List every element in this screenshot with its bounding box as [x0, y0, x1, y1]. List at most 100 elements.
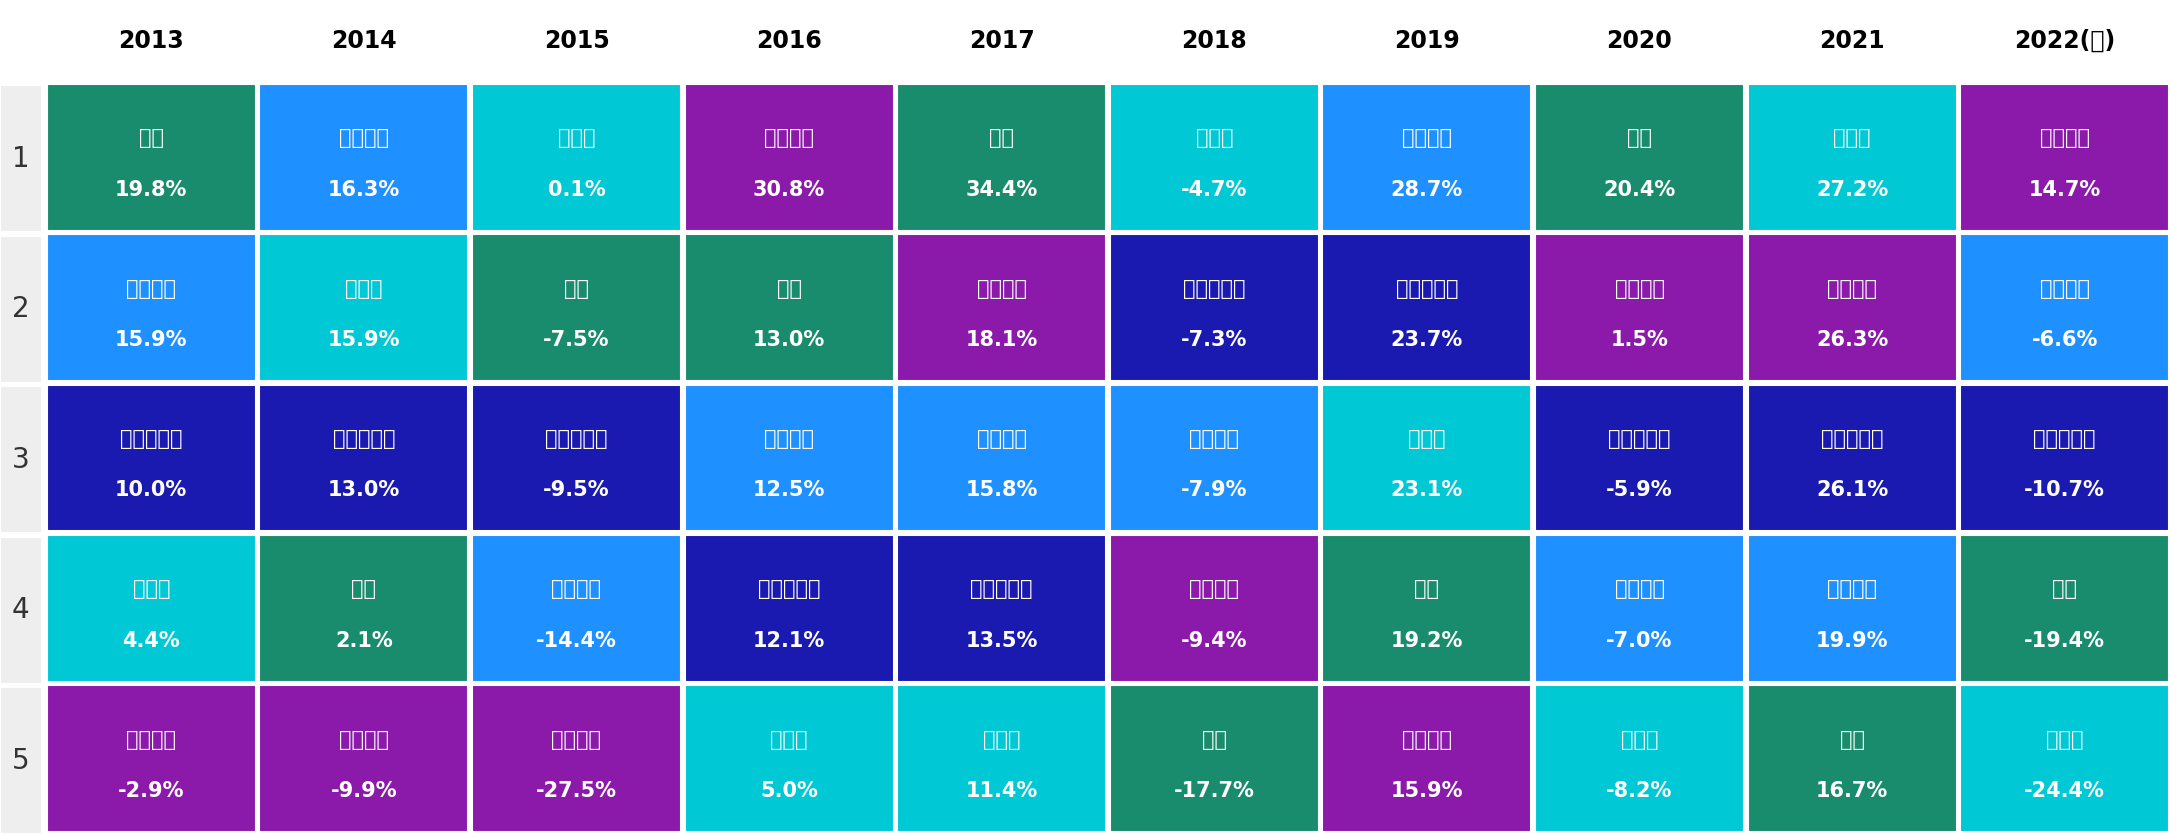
Text: インフラ: インフラ	[551, 580, 601, 600]
Text: 森林: 森林	[139, 128, 163, 148]
Text: -7.3%: -7.3%	[1181, 330, 1248, 350]
Bar	[1748, 686, 1956, 832]
Text: 不動産: 不動産	[2045, 730, 2084, 750]
Text: リアル資産: リアル資産	[119, 429, 182, 449]
Text: リアル資産: リアル資産	[332, 429, 395, 449]
Bar	[897, 234, 1107, 381]
Text: 2: 2	[11, 295, 30, 324]
Bar	[1535, 234, 1743, 381]
Bar	[471, 234, 682, 381]
Bar	[1748, 384, 1956, 531]
Bar	[258, 686, 469, 832]
Bar	[471, 384, 682, 531]
Text: -9.9%: -9.9%	[330, 781, 397, 801]
Bar	[0, 386, 41, 533]
Bar	[1109, 535, 1318, 682]
Text: -10.7%: -10.7%	[2023, 480, 2106, 500]
Text: 2015: 2015	[543, 29, 610, 53]
Text: 4.4%: 4.4%	[122, 631, 180, 651]
Text: 1: 1	[11, 145, 30, 173]
Bar	[1960, 83, 2169, 231]
Text: 2020: 2020	[1607, 29, 1672, 53]
Bar	[1960, 384, 2169, 531]
Text: -9.5%: -9.5%	[543, 480, 610, 500]
Bar	[1748, 234, 1956, 381]
Text: 森林: 森林	[1203, 730, 1227, 750]
Text: 11.4%: 11.4%	[966, 781, 1038, 801]
Text: 2018: 2018	[1181, 29, 1246, 53]
Text: 不動産: 不動産	[771, 730, 808, 750]
Bar	[1322, 83, 1531, 231]
Text: 16.3%: 16.3%	[328, 179, 399, 199]
Text: 5: 5	[11, 746, 30, 775]
Bar	[897, 384, 1107, 531]
Text: 13.0%: 13.0%	[753, 330, 825, 350]
Text: リアル資産: リアル資産	[1821, 429, 1884, 449]
Bar	[471, 535, 682, 682]
Text: 自然資源: 自然資源	[1615, 279, 1665, 299]
Text: 自然資源: 自然資源	[551, 730, 601, 750]
Bar	[684, 686, 894, 832]
Text: 森林: 森林	[1839, 730, 1865, 750]
Text: 2016: 2016	[756, 29, 823, 53]
Text: 自然資源: 自然資源	[1828, 279, 1878, 299]
Text: 27.2%: 27.2%	[1815, 179, 1889, 199]
Bar	[471, 686, 682, 832]
Text: 20.4%: 20.4%	[1604, 179, 1676, 199]
Bar	[684, 535, 894, 682]
Text: インフラ: インフラ	[339, 128, 389, 148]
Text: インフラ: インフラ	[1828, 580, 1878, 600]
Bar	[1535, 83, 1743, 231]
Text: 15.8%: 15.8%	[966, 480, 1038, 500]
Text: リアル資産: リアル資産	[2034, 429, 2095, 449]
Text: 19.2%: 19.2%	[1392, 631, 1463, 651]
Bar	[48, 535, 256, 682]
Text: 3: 3	[11, 445, 30, 474]
Text: リアル資産: リアル資産	[545, 429, 608, 449]
Text: 28.7%: 28.7%	[1392, 179, 1463, 199]
Text: 14.7%: 14.7%	[2028, 179, 2102, 199]
Text: 不動産: 不動産	[558, 128, 595, 148]
Text: 34.4%: 34.4%	[966, 179, 1038, 199]
Bar	[1960, 234, 2169, 381]
Bar	[0, 687, 41, 834]
Text: -27.5%: -27.5%	[536, 781, 617, 801]
Text: 自然資源: 自然資源	[1402, 730, 1452, 750]
Text: -5.9%: -5.9%	[1607, 480, 1674, 500]
Text: 自然資源: 自然資源	[2041, 128, 2091, 148]
Text: インフラ: インフラ	[1615, 580, 1665, 600]
Text: 森林: 森林	[1413, 580, 1439, 600]
Bar	[48, 686, 256, 832]
Text: 森林: 森林	[1626, 128, 1652, 148]
Text: リアル資産: リアル資産	[970, 580, 1033, 600]
Text: 自然資源: 自然資源	[977, 279, 1027, 299]
Bar	[684, 234, 894, 381]
Bar	[1535, 535, 1743, 682]
Text: -24.4%: -24.4%	[2023, 781, 2106, 801]
Text: 26.1%: 26.1%	[1815, 480, 1889, 500]
Text: -4.7%: -4.7%	[1181, 179, 1248, 199]
Text: -9.4%: -9.4%	[1181, 631, 1248, 651]
Text: 不動産: 不動産	[1196, 128, 1233, 148]
Bar	[1748, 83, 1956, 231]
Text: 自然資源: 自然資源	[126, 730, 176, 750]
Text: 23.1%: 23.1%	[1392, 480, 1463, 500]
Text: 2013: 2013	[119, 29, 185, 53]
Text: -8.2%: -8.2%	[1607, 781, 1672, 801]
Text: インフラ: インフラ	[764, 429, 814, 449]
Text: 15.9%: 15.9%	[1392, 781, 1463, 801]
Bar	[1109, 83, 1318, 231]
Text: 15.9%: 15.9%	[328, 330, 399, 350]
Text: 13.0%: 13.0%	[328, 480, 399, 500]
Text: 13.5%: 13.5%	[966, 631, 1038, 651]
Bar	[1322, 234, 1531, 381]
Bar	[684, 384, 894, 531]
Text: 森林: 森林	[564, 279, 588, 299]
Bar	[1535, 384, 1743, 531]
Text: 不動産: 不動産	[983, 730, 1020, 750]
Text: 2021: 2021	[1819, 29, 1884, 53]
Text: -14.4%: -14.4%	[536, 631, 617, 651]
Text: 2022(年): 2022(年)	[2015, 29, 2115, 53]
Text: リアル資産: リアル資産	[1183, 279, 1246, 299]
Bar	[1109, 234, 1318, 381]
